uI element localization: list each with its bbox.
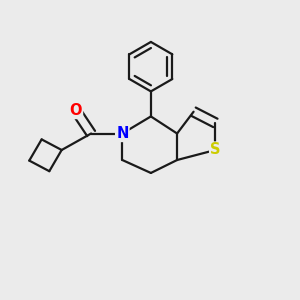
- Text: S: S: [210, 142, 220, 158]
- Text: N: N: [116, 126, 128, 141]
- Text: O: O: [70, 103, 82, 118]
